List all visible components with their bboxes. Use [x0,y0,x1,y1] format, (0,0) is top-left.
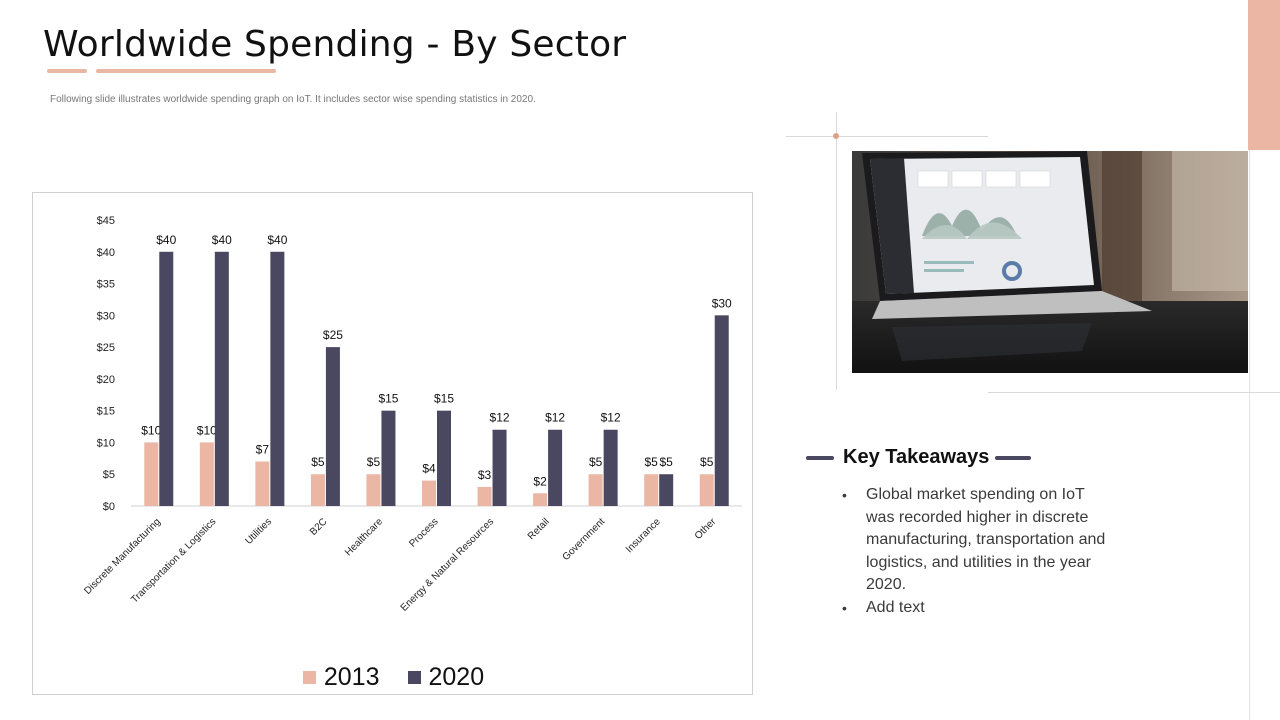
legend-item-2013: 2013 [302,663,380,692]
data-label-2013: $7 [256,443,270,457]
y-tick-label: $35 [97,279,115,291]
chart-legend: 2013 2020 [33,663,754,692]
x-tick-label: Government [561,516,608,563]
data-label-2020: $15 [378,392,398,406]
kt-bar-right [995,455,1032,460]
data-label-2020: $30 [712,296,732,310]
data-label-2020: $15 [434,392,454,406]
data-label-2013: $5 [645,455,659,469]
takeaway-item: • Global market spending on IoT was recor… [842,484,1107,597]
bar-2013 [144,442,159,506]
data-label-2020: $12 [545,411,565,425]
title-underline-short [47,69,87,73]
takeaway-item: • Add text [842,597,1107,620]
decor-dot [833,133,839,139]
key-takeaways-header: Key Takeaways [806,446,1032,469]
decor-line-vertical [836,112,837,390]
x-tick-label: Utilities [243,516,274,547]
bar-2020 [492,429,507,506]
bar-2013 [644,474,659,506]
bar-2013 [255,461,270,506]
data-label-2013: $5 [700,455,714,469]
bar-2013 [699,474,714,506]
y-tick-label: $10 [97,437,115,449]
bar-2020 [214,251,229,506]
takeaway-text: Add text [866,598,925,616]
title-underline-long [96,69,276,73]
bar-2020 [603,429,618,506]
data-label-2020: $5 [660,455,674,469]
legend-label-2013: 2013 [323,663,380,691]
right-divider-line [1249,150,1250,720]
bar-chart: $0$5$10$15$20$25$30$35$40$45$10$40Discre… [82,215,742,614]
bar-2020 [381,410,396,506]
y-tick-label: $0 [103,501,115,513]
bar-2013 [366,474,381,506]
decor-line-top [786,136,988,137]
data-label-2013: $10 [141,423,161,437]
legend-label-2020: 2020 [428,663,485,691]
bar-2020 [159,251,174,506]
y-tick-label: $45 [97,215,115,227]
legend-swatch-2020 [407,671,421,684]
chart-frame: $0 $5 $10 $15 $20 $25 $30 $35 $40 $45 $10 $40 Discre… [32,192,753,695]
data-label-2013: $10 [197,423,217,437]
data-label-2020: $25 [323,328,343,342]
page-title: Worldwide Spending - By Sector [43,24,627,65]
data-label-2013: $5 [367,455,381,469]
bullet-icon: • [842,599,847,616]
y-tick-label: $5 [103,469,115,481]
bar-2020 [270,251,285,506]
decor-line-bottom [988,392,1280,393]
bar-2013 [477,486,492,506]
x-tick-label: Healthcare [343,516,385,558]
x-tick-label: Retail [526,516,552,542]
x-tick-label: B2C [308,516,330,538]
key-takeaways-title: Key Takeaways [843,446,990,468]
data-label-2013: $4 [422,462,436,476]
data-label-2020: $12 [601,411,621,425]
y-tick-label: $40 [97,247,115,259]
takeaway-text: Global market spending on IoT was record… [866,486,1106,593]
legend-swatch-2013 [302,671,316,684]
x-tick-label: Insurance [624,516,663,555]
y-tick-label: $30 [97,310,115,322]
y-tick-label: $15 [97,406,115,418]
bar-2020 [659,474,674,506]
x-tick-label: Other [693,516,719,542]
x-tick-label: Energy & Natural Resources [399,516,496,613]
data-label-2013: $5 [311,455,325,469]
page-subtitle: Following slide illustrates worldwide sp… [50,94,536,105]
y-tick-label: $20 [97,374,115,386]
bar-2013 [533,493,548,506]
bar-2013 [588,474,603,506]
bullet-icon: • [842,487,847,503]
data-label-2020: $40 [156,233,176,247]
takeaways-list: • Global market spending on IoT was recor… [842,484,1107,619]
x-tick-label: Process [407,516,440,549]
bar-2013 [422,480,436,506]
legend-item-2020: 2020 [407,663,485,692]
data-label-2020: $40 [212,233,232,247]
laptop-dashboard-photo [852,151,1248,373]
y-tick-label: $25 [97,342,115,354]
corner-accent-block [1248,0,1280,150]
data-label-2013: $3 [478,468,492,482]
bar-2020 [548,429,563,506]
bar-2013 [310,474,325,506]
bar-2020 [325,347,340,506]
data-label-2013: $2 [533,474,547,488]
bar-2020 [437,410,451,506]
bar-2013 [199,442,214,506]
kt-bar-left [806,455,834,460]
bar-2020 [714,315,729,506]
data-label-2020: $40 [267,233,287,247]
data-label-2020: $12 [490,411,510,425]
data-label-2013: $5 [589,455,603,469]
